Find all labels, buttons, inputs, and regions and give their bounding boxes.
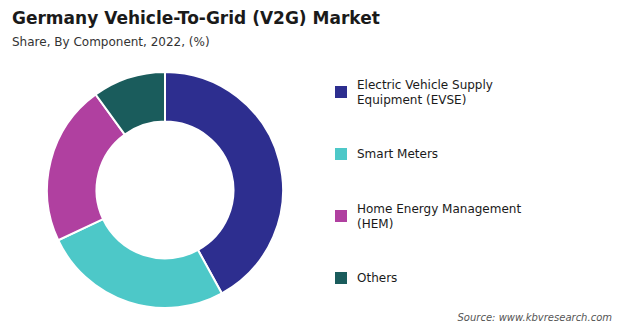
title: Germany Vehicle-To-Grid (V2G) Market [12, 8, 380, 28]
donut-slice [58, 219, 222, 308]
source: Source: www.kbvresearch.com [458, 312, 613, 323]
legend-swatch [335, 210, 347, 222]
legend-label: Home Energy Management(HEM) [357, 202, 521, 231]
donut-slice [96, 72, 165, 135]
legend-swatch [335, 148, 347, 160]
chart-container: Germany Vehicle-To-Grid (V2G) Market Shar… [0, 0, 622, 329]
chart: Germany Vehicle-To-Grid (V2G) Market Shar… [0, 0, 622, 329]
legend-label: Electric Vehicle SupplyEquipment (EVSE) [357, 78, 493, 107]
legend: Electric Vehicle SupplyEquipment (EVSE) S… [335, 78, 521, 286]
background [0, 0, 622, 329]
subtitle: Share, By Component, 2022, (%) [12, 35, 210, 49]
legend-swatch [335, 86, 347, 98]
legend-swatch [335, 272, 347, 284]
legend-label: Others [357, 271, 397, 285]
legend-label: Smart Meters [357, 147, 438, 161]
donut [47, 72, 283, 308]
